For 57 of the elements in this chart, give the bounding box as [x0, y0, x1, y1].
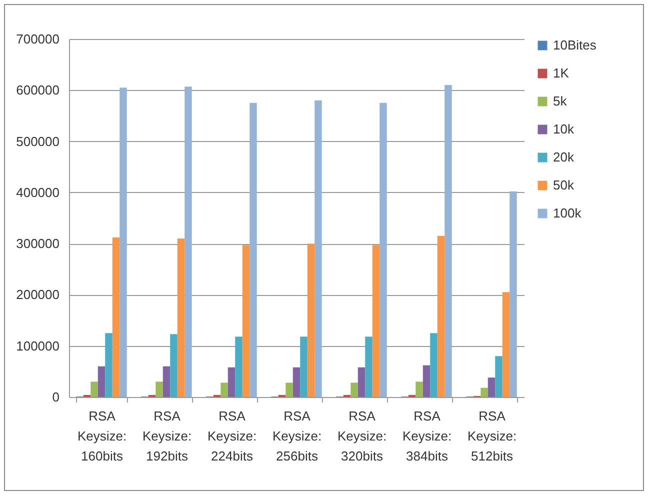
bar	[488, 378, 496, 397]
y-tick-label: 700000	[16, 32, 60, 46]
x-tick-label: RSA Keysize: 256bits	[272, 408, 322, 464]
bar	[156, 382, 163, 397]
bar	[250, 102, 257, 397]
legend-label: 1K	[553, 66, 570, 80]
bar	[430, 333, 438, 397]
bar	[380, 102, 387, 397]
bar	[480, 388, 488, 397]
bar	[314, 100, 322, 397]
bar	[286, 382, 293, 397]
bar	[422, 365, 430, 397]
bar	[98, 366, 106, 397]
bar	[292, 367, 300, 397]
bar	[90, 382, 98, 397]
y-tick-label: 500000	[16, 134, 60, 149]
bar	[170, 334, 178, 397]
y-tick-label: 200000	[16, 287, 60, 302]
legend-label: 10k	[553, 122, 574, 136]
y-tick-label: 300000	[16, 236, 60, 252]
bar	[112, 237, 120, 397]
bar	[358, 367, 366, 397]
bar	[235, 336, 242, 397]
legend-label: 20k	[553, 150, 574, 164]
bar	[162, 366, 170, 397]
legend-label: 10Bites	[553, 38, 597, 52]
bar	[300, 336, 308, 397]
x-tick-label: RSA Keysize: 384bits	[402, 408, 452, 464]
bar	[372, 245, 380, 397]
bar	[177, 238, 185, 397]
y-tick-label: 600000	[16, 82, 60, 98]
bar	[502, 292, 510, 397]
bar	[242, 245, 250, 397]
bar	[437, 236, 445, 397]
bar	[307, 244, 315, 397]
bar	[228, 367, 236, 397]
x-tick-label: RSA Keysize: 160bits	[77, 408, 127, 464]
x-tick-label: RSA Keysize: 224bits	[207, 408, 257, 464]
x-tick-label: RSA Keysize: 320bits	[337, 408, 387, 464]
legend-label: 5k	[553, 94, 568, 108]
y-tick-label: 0	[52, 390, 60, 404]
bar	[444, 85, 452, 397]
bar	[495, 356, 502, 397]
legend-label: 100k	[553, 206, 582, 220]
bar	[120, 88, 127, 397]
bar	[350, 382, 358, 397]
bar	[365, 336, 372, 397]
bar	[105, 333, 112, 397]
bar	[416, 382, 423, 397]
x-tick-label: RSA Keysize: 512bits	[467, 408, 517, 464]
y-tick-label: 100000	[16, 338, 60, 354]
bar	[510, 191, 517, 397]
legend-label: 50k	[553, 178, 574, 192]
y-tick-label: 400000	[16, 184, 60, 200]
bar	[184, 86, 192, 397]
x-tick-label: RSA Keysize: 192bits	[142, 408, 192, 464]
bar	[220, 382, 228, 397]
